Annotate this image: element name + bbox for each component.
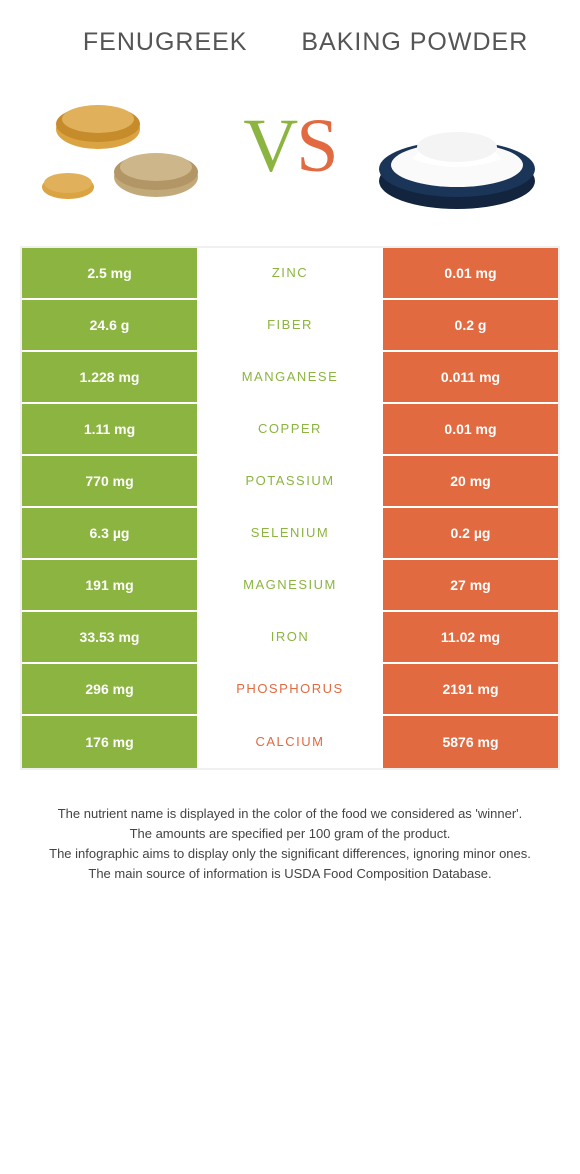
footer-line: The infographic aims to display only the… xyxy=(40,844,540,864)
nutrient-name: Zinc xyxy=(197,248,383,298)
nutrient-row: 24.6 gFiber0.2 g xyxy=(22,300,558,352)
footer-notes: The nutrient name is displayed in the co… xyxy=(20,804,560,885)
nutrient-row: 191 mgMagnesium27 mg xyxy=(22,560,558,612)
left-value: 191 mg xyxy=(22,560,197,610)
left-value: 770 mg xyxy=(22,456,197,506)
left-value: 2.5 mg xyxy=(22,248,197,298)
right-value: 27 mg xyxy=(383,560,558,610)
nutrient-row: 33.53 mgIron11.02 mg xyxy=(22,612,558,664)
right-value: 0.01 mg xyxy=(383,404,558,454)
nutrient-name: Fiber xyxy=(197,300,383,350)
right-value: 11.02 mg xyxy=(383,612,558,662)
nutrient-row: 1.11 mgCopper0.01 mg xyxy=(22,404,558,456)
nutrient-name: Magnesium xyxy=(197,560,383,610)
footer-line: The nutrient name is displayed in the co… xyxy=(40,804,540,824)
nutrient-row: 6.3 µgSelenium0.2 µg xyxy=(22,508,558,560)
left-value: 176 mg xyxy=(22,716,197,768)
left-value: 1.11 mg xyxy=(22,404,197,454)
vs-label: VS xyxy=(243,103,336,190)
footer-line: The amounts are specified per 100 gram o… xyxy=(40,824,540,844)
nutrient-name: Calcium xyxy=(197,716,383,768)
right-value: 20 mg xyxy=(383,456,558,506)
nutrient-table: 2.5 mgZinc0.01 mg24.6 gFiber0.2 g1.228 m… xyxy=(20,246,560,770)
right-food-image xyxy=(362,69,552,224)
vs-letter-v: V xyxy=(243,104,296,188)
left-value: 6.3 µg xyxy=(22,508,197,558)
vs-letter-s: S xyxy=(296,104,336,188)
left-value: 24.6 g xyxy=(22,300,197,350)
nutrient-name: Iron xyxy=(197,612,383,662)
right-value: 2191 mg xyxy=(383,664,558,714)
right-food-title: Baking powder xyxy=(300,28,530,57)
nutrient-name: Potassium xyxy=(197,456,383,506)
hero-row: VS xyxy=(20,69,560,246)
left-food-title: Fenugreek xyxy=(50,28,280,57)
left-value: 1.228 mg xyxy=(22,352,197,402)
right-value: 5876 mg xyxy=(383,716,558,768)
nutrient-row: 176 mgCalcium5876 mg xyxy=(22,716,558,768)
left-value: 296 mg xyxy=(22,664,197,714)
right-value: 0.011 mg xyxy=(383,352,558,402)
infographic: Fenugreek Baking powder VS xyxy=(0,0,580,904)
nutrient-name: Copper xyxy=(197,404,383,454)
title-row: Fenugreek Baking powder xyxy=(20,28,560,69)
nutrient-row: 296 mgPhosphorus2191 mg xyxy=(22,664,558,716)
nutrient-row: 1.228 mgManganese0.011 mg xyxy=(22,352,558,404)
nutrient-name: Manganese xyxy=(197,352,383,402)
footer-line: The main source of information is USDA F… xyxy=(40,864,540,884)
nutrient-name: Selenium xyxy=(197,508,383,558)
right-value: 0.01 mg xyxy=(383,248,558,298)
nutrient-row: 2.5 mgZinc0.01 mg xyxy=(22,248,558,300)
right-value: 0.2 g xyxy=(383,300,558,350)
right-value: 0.2 µg xyxy=(383,508,558,558)
nutrient-row: 770 mgPotassium20 mg xyxy=(22,456,558,508)
nutrient-name: Phosphorus xyxy=(197,664,383,714)
left-food-image xyxy=(28,69,218,224)
left-value: 33.53 mg xyxy=(22,612,197,662)
